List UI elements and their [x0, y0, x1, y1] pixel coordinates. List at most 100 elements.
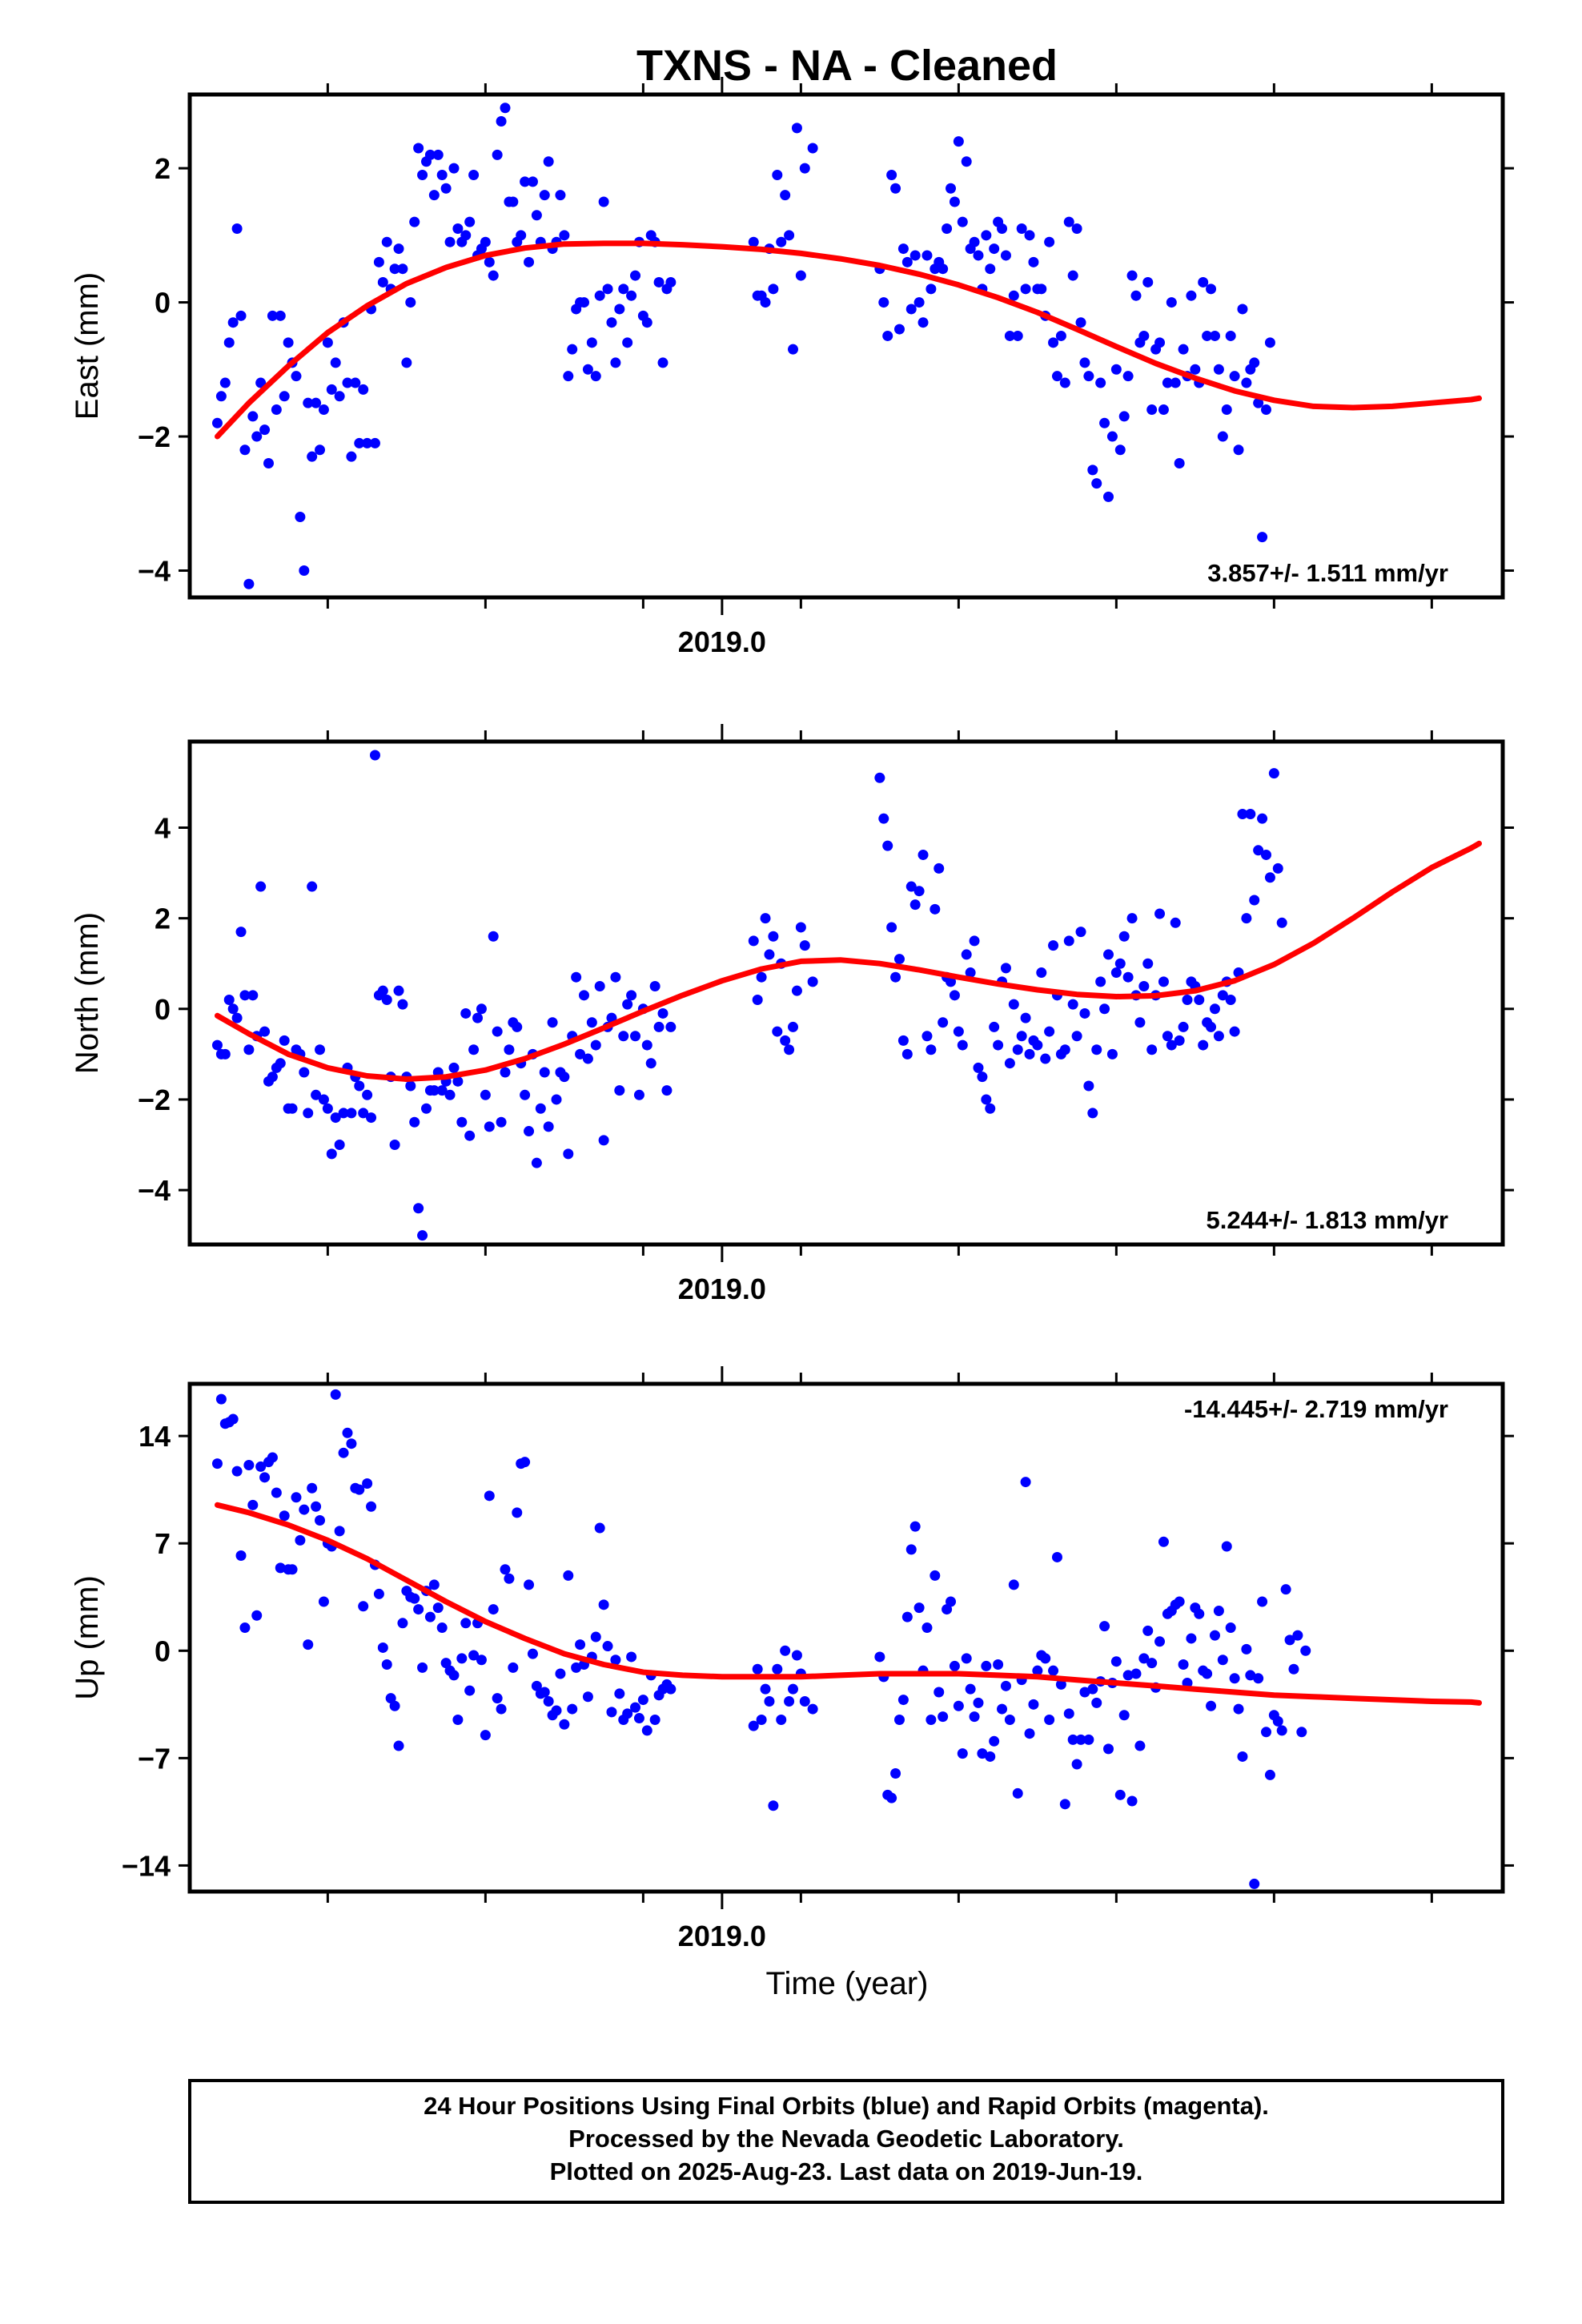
north-data-point [275, 1058, 286, 1069]
up-data-point [582, 1691, 593, 1703]
east-data-point [1036, 283, 1047, 295]
up-data-point [1237, 1751, 1248, 1762]
up-data-point [926, 1714, 937, 1725]
north-data-point [953, 1026, 964, 1037]
up-data-point [905, 1544, 917, 1555]
east-data-point [1091, 478, 1102, 489]
east-data-point [949, 196, 960, 207]
north-data-point [1174, 1035, 1185, 1046]
north-data-point [311, 1089, 322, 1100]
up-data-point [247, 1499, 259, 1510]
north-data-point [768, 931, 779, 942]
east-data-point [500, 103, 511, 114]
east-data-point [1225, 330, 1236, 341]
north-data-point [1261, 849, 1272, 860]
east-data-point [1028, 256, 1039, 267]
up-data-point [1300, 1645, 1311, 1656]
north-data-point [563, 1148, 574, 1160]
east-data-point [1249, 357, 1260, 368]
up-data-point [641, 1725, 652, 1736]
east-data-point [1213, 364, 1224, 375]
up-data-point [397, 1618, 408, 1629]
north-data-point [874, 772, 885, 783]
up-data-point [1221, 1541, 1232, 1552]
up-data-point [303, 1639, 314, 1651]
east-data-point [886, 169, 897, 180]
east-data-point [401, 357, 412, 368]
up-x-tick-label: 2019.0 [678, 1920, 766, 1952]
up-data-point [1272, 1715, 1283, 1727]
up-data-point [1292, 1630, 1303, 1641]
east-data-point [807, 143, 818, 154]
east-data-point [665, 276, 677, 287]
north-data-point [1272, 862, 1283, 874]
up-data-point [760, 1683, 771, 1695]
up-data-point [1241, 1643, 1252, 1655]
north-data-point [452, 1076, 464, 1087]
up-data-point [1213, 1605, 1224, 1616]
north-data-point [468, 1044, 480, 1055]
east-data-point [247, 411, 259, 422]
up-data-point [1276, 1725, 1287, 1736]
north-data-point [551, 1094, 562, 1105]
east-data-point [1024, 230, 1035, 241]
up-data-point [637, 1695, 648, 1706]
east-data-point [496, 115, 507, 127]
up-data-point [1178, 1659, 1189, 1671]
north-data-point [1194, 994, 1205, 1005]
east-data-point [776, 236, 787, 247]
east-data-point [1178, 344, 1189, 355]
east-data-point [283, 337, 294, 348]
east-data-point [326, 384, 337, 395]
east-data-point [1071, 223, 1082, 234]
north-data-point [334, 1140, 345, 1151]
up-data-point [1059, 1799, 1070, 1810]
up-data-point [295, 1534, 306, 1546]
north-data-point [571, 971, 582, 983]
north-data-point [1040, 1053, 1051, 1064]
east-data-point [594, 290, 605, 301]
north-data-point [235, 927, 247, 938]
east-data-point [227, 317, 239, 328]
up-data-point [1028, 1699, 1039, 1710]
north-data-point [227, 1003, 239, 1015]
east-data-point [1142, 276, 1154, 287]
east-data-point [657, 357, 669, 368]
up-data-point [1146, 1658, 1158, 1669]
east-data-point [271, 404, 282, 416]
up-data-point [271, 1487, 282, 1498]
east-data-point [373, 256, 384, 267]
east-data-point [1233, 444, 1244, 456]
up-data-point [606, 1707, 617, 1718]
east-data-point [405, 297, 416, 308]
north-data-point [909, 899, 921, 911]
north-data-point [338, 1108, 349, 1119]
east-data-point [602, 283, 613, 295]
north-data-point [1206, 1021, 1217, 1032]
north-data-point [586, 1017, 597, 1028]
north-data-point [223, 994, 235, 1005]
up-data-point [1288, 1663, 1299, 1675]
up-data-point [901, 1611, 913, 1622]
north-data-point [417, 1230, 428, 1241]
up-data-point [456, 1653, 468, 1664]
north-data-point [267, 1072, 278, 1083]
up-data-point [1261, 1727, 1272, 1738]
east-data-point [559, 230, 570, 241]
north-data-point [665, 1021, 677, 1032]
east-data-point [791, 123, 802, 134]
east-data-point [555, 190, 566, 201]
east-data-point [1075, 317, 1086, 328]
east-data-point [1209, 330, 1220, 341]
north-data-point [965, 967, 976, 979]
north-data-point [1016, 1031, 1027, 1042]
east-data-point [917, 317, 929, 328]
east-data-point [890, 183, 901, 194]
east-data-point [275, 310, 286, 321]
north-data-point [575, 1048, 586, 1059]
up-data-point [1087, 1683, 1098, 1695]
figure-title: TXNS - NA - Cleaned [636, 42, 1058, 90]
up-data-point [1202, 1668, 1213, 1679]
up-data-point [307, 1482, 318, 1494]
north-data-point [649, 981, 661, 992]
